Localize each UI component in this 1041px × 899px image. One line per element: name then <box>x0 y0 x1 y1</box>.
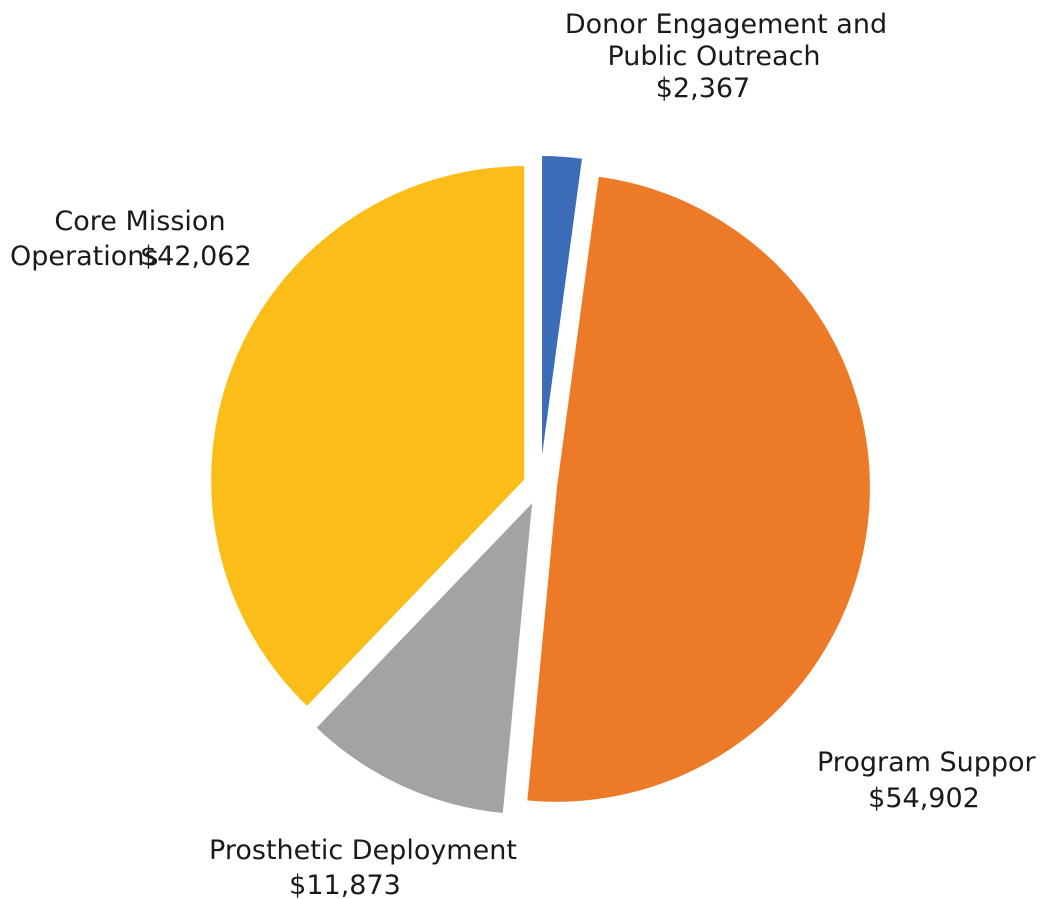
slice-value-core-mission: $42,062 <box>140 241 252 272</box>
slice-program-support <box>525 174 872 804</box>
slice-label-donor-engagement-line2: Public Outreach <box>607 41 820 72</box>
slice-value-program-support: $54,902 <box>868 783 980 814</box>
slice-donor-engagement <box>540 154 585 471</box>
slice-label-core-mission-line2: Operations <box>10 241 158 272</box>
slice-label-donor-engagement: Donor Engagement and <box>565 9 887 40</box>
slice-value-prosthetic-deployment: $11,873 <box>289 870 401 899</box>
slice-label-program-support: Program Suppor <box>817 747 1037 778</box>
slice-prosthetic-deployment <box>313 497 535 816</box>
slice-core-mission <box>209 164 527 709</box>
slice-value-donor-engagement: $2,367 <box>656 73 750 104</box>
slice-label-prosthetic-deployment: Prosthetic Deployment <box>209 835 517 866</box>
slice-label-core-mission: Core Mission <box>54 206 225 237</box>
pie-slices <box>209 154 872 816</box>
